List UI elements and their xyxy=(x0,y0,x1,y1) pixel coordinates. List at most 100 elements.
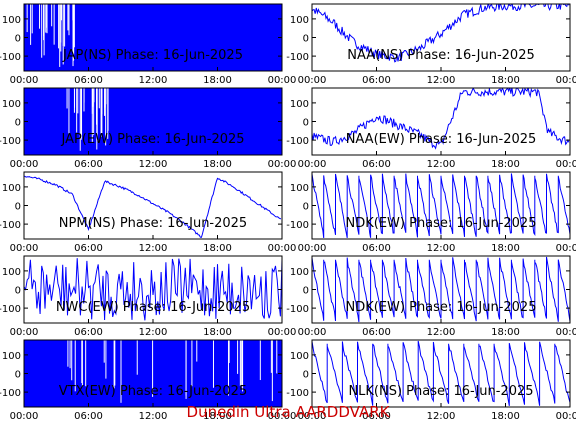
phase-trace xyxy=(312,88,570,150)
x-tick-label: 00:00 xyxy=(268,243,297,254)
x-tick-label: 00:00 xyxy=(10,159,39,170)
x-tick-label: 06:00 xyxy=(74,411,103,422)
x-tick-label: 18:00 xyxy=(203,243,232,254)
x-tick-label: 00:00 xyxy=(10,411,39,422)
x-tick-label: 00:00 xyxy=(556,327,576,338)
phase-panel-5: 100 0 -100 00:00 06:00 12:00 18:00 00:00 NPM(NS)… xyxy=(0,171,297,254)
x-tick-label: 18:00 xyxy=(203,411,232,422)
x-tick-label: 18:00 xyxy=(491,159,520,170)
y-tick-label: 100 xyxy=(290,183,309,194)
phase-panel-2: 100 0 -100 00:00 06:00 12:00 18:00 00:00 NAA(NS)… xyxy=(286,3,576,86)
phase-trace xyxy=(312,340,570,406)
x-tick-label: 00:00 xyxy=(268,159,297,170)
phase-panel-7: 100 0 -100 00:00 06:00 12:00 18:00 00:00 NWC(EW)… xyxy=(0,255,297,338)
trace-group xyxy=(24,340,282,407)
x-tick-label: 06:00 xyxy=(362,159,391,170)
y-tick-label: 100 xyxy=(2,183,21,194)
x-tick-label: 12:00 xyxy=(139,159,168,170)
x-tick-label: 00:00 xyxy=(556,411,576,422)
x-tick-label: 06:00 xyxy=(362,75,391,86)
y-tick-label: -100 xyxy=(0,388,21,399)
panel-title: JAP(NS) Phase: 16-Jun-2025 xyxy=(62,48,243,63)
y-tick-label: 0 xyxy=(15,118,21,129)
y-tick-label: 0 xyxy=(15,202,21,213)
y-tick-label: 100 xyxy=(290,267,309,278)
x-tick-label: 18:00 xyxy=(491,327,520,338)
y-tick-label: 100 xyxy=(2,351,21,362)
y-tick-label: 0 xyxy=(15,34,21,45)
y-tick-label: -100 xyxy=(286,388,309,399)
trace-group xyxy=(312,340,570,406)
panel-title: VTX(EW) Phase: 16-Jun-2025 xyxy=(59,384,247,399)
x-tick-label: 00:00 xyxy=(10,75,39,86)
y-tick-label: -100 xyxy=(0,136,21,147)
x-tick-label: 12:00 xyxy=(139,411,168,422)
y-tick-label: -100 xyxy=(0,52,21,63)
y-tick-label: 0 xyxy=(303,202,309,213)
x-tick-label: 12:00 xyxy=(427,159,456,170)
y-tick-label: 0 xyxy=(15,286,21,297)
y-tick-label: 100 xyxy=(2,99,21,110)
x-tick-label: 12:00 xyxy=(427,75,456,86)
x-tick-label: 00:00 xyxy=(556,159,576,170)
x-tick-label: 18:00 xyxy=(203,327,232,338)
phase-panel-1: 100 0 -100 00:00 06:00 12:00 18:00 00:00 JAP(NS)… xyxy=(0,3,296,86)
y-tick-label: 100 xyxy=(2,15,21,26)
y-tick-label: 0 xyxy=(303,34,309,45)
panel-title: JAP(EW) Phase: 16-Jun-2025 xyxy=(60,132,244,147)
x-tick-label: 18:00 xyxy=(203,75,232,86)
panel-title: NLK(NS) Phase: 16-Jun-2025 xyxy=(348,384,533,399)
y-tick-label: -100 xyxy=(286,52,309,63)
y-tick-label: -100 xyxy=(286,304,309,315)
phase-trace xyxy=(312,4,570,63)
y-tick-label: 100 xyxy=(290,351,309,362)
phase-panel-9: 100 0 -100 00:00 06:00 12:00 18:00 00:00 VTX(EW)… xyxy=(0,339,297,422)
trace-group xyxy=(312,256,570,323)
trace-group xyxy=(312,88,570,150)
x-tick-label: 18:00 xyxy=(491,411,520,422)
x-tick-label: 00:00 xyxy=(298,75,327,86)
y-tick-label: -100 xyxy=(286,220,309,231)
x-tick-label: 06:00 xyxy=(74,75,103,86)
phase-trace xyxy=(312,256,570,323)
footer-label: Dunedin Ultra AARDDVARK xyxy=(186,403,390,421)
y-tick-label: -100 xyxy=(286,136,309,147)
trace-group xyxy=(24,175,282,238)
panel-title: NDK(EW) Phase: 16-Jun-2025 xyxy=(346,216,537,231)
panel-title: NWC(EW) Phase: 16-Jun-2025 xyxy=(56,300,250,315)
x-tick-label: 00:00 xyxy=(556,243,576,254)
x-tick-label: 06:00 xyxy=(74,243,103,254)
x-tick-label: 18:00 xyxy=(491,75,520,86)
x-tick-label: 00:00 xyxy=(268,327,297,338)
x-tick-label: 06:00 xyxy=(362,411,391,422)
trace-group xyxy=(24,258,282,321)
x-tick-label: 18:00 xyxy=(491,243,520,254)
panel-title: NPM(NS) Phase: 16-Jun-2025 xyxy=(59,216,247,231)
saturated-trace xyxy=(24,4,282,71)
trace-group xyxy=(24,4,282,71)
y-tick-label: -100 xyxy=(0,220,21,231)
phase-trace xyxy=(24,175,282,238)
trace-group xyxy=(24,88,282,155)
x-tick-label: 12:00 xyxy=(427,327,456,338)
trace-group xyxy=(312,173,570,239)
x-tick-label: 00:00 xyxy=(298,159,327,170)
x-tick-label: 06:00 xyxy=(74,159,103,170)
phase-trace xyxy=(24,258,282,321)
x-tick-label: 00:00 xyxy=(298,327,327,338)
x-tick-label: 12:00 xyxy=(139,327,168,338)
y-tick-label: 0 xyxy=(303,118,309,129)
x-tick-label: 06:00 xyxy=(362,243,391,254)
x-tick-label: 00:00 xyxy=(10,243,39,254)
trace-group xyxy=(312,4,570,63)
x-tick-label: 00:00 xyxy=(268,411,297,422)
phase-panel-3: 100 0 -100 00:00 06:00 12:00 18:00 00:00 JAP(EW)… xyxy=(0,87,297,170)
x-tick-label: 00:00 xyxy=(298,411,327,422)
y-tick-label: 100 xyxy=(2,267,21,278)
x-tick-label: 12:00 xyxy=(427,243,456,254)
x-tick-label: 06:00 xyxy=(74,327,103,338)
phase-panel-4: 100 0 -100 00:00 06:00 12:00 18:00 00:00 NAA(EW)… xyxy=(286,87,576,170)
x-tick-label: 12:00 xyxy=(139,243,168,254)
